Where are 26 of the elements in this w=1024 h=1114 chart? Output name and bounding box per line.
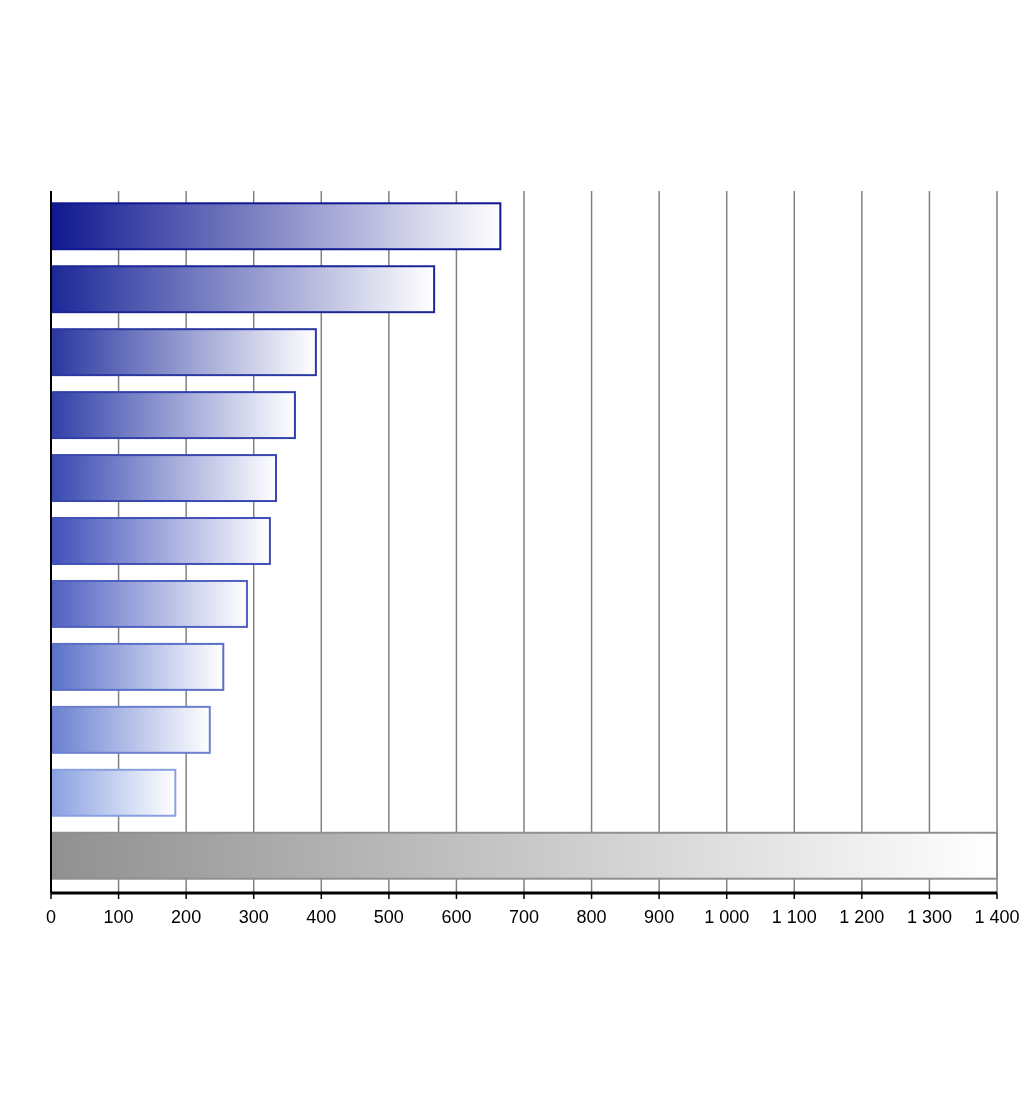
x-tick-label: 1 100 bbox=[771, 907, 817, 927]
bar bbox=[50, 831, 998, 880]
x-tick-label: 600 bbox=[441, 907, 472, 927]
bar bbox=[50, 642, 225, 691]
x-tick-label: 1 000 bbox=[704, 907, 750, 927]
x-tick-label: 300 bbox=[238, 907, 269, 927]
x-tick-label: 0 bbox=[45, 907, 57, 927]
x-tick-label: 700 bbox=[508, 907, 540, 927]
bar bbox=[50, 391, 296, 440]
bar bbox=[50, 517, 271, 565]
bar bbox=[50, 579, 248, 628]
x-tick-label: 200 bbox=[171, 907, 202, 927]
bar bbox=[50, 454, 278, 503]
bar bbox=[50, 265, 436, 314]
x-tick-label: 400 bbox=[306, 907, 337, 927]
x-tick-label: 1 300 bbox=[906, 907, 952, 927]
x-tick-label: 1 400 bbox=[974, 907, 1020, 927]
bar bbox=[50, 328, 317, 377]
x-tick-label: 1 200 bbox=[839, 907, 885, 927]
x-tick-label: 800 bbox=[576, 907, 607, 927]
bar bbox=[50, 202, 502, 251]
bar bbox=[50, 705, 211, 754]
x-tick-label: 500 bbox=[373, 907, 404, 927]
x-tick-label: 900 bbox=[644, 907, 675, 927]
x-tick-label: 100 bbox=[103, 907, 134, 927]
bar bbox=[50, 768, 177, 817]
